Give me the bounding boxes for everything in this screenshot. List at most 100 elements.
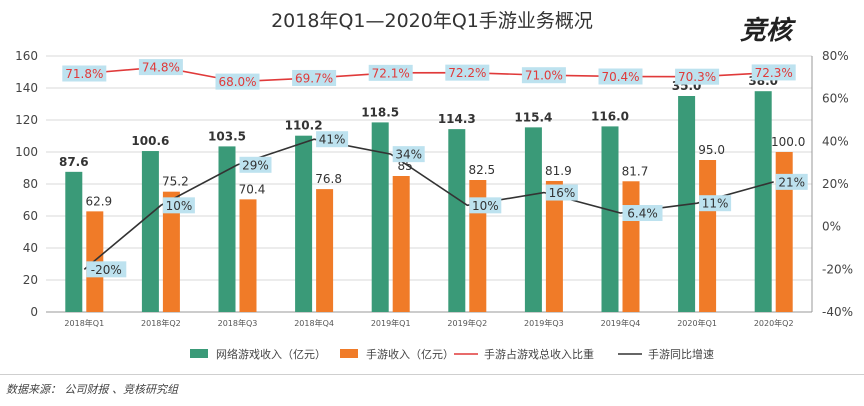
x-tick-label: 2020年Q1 [677,318,717,328]
bar-mobile-revenue [545,180,563,312]
brand-logo: 竞核 [740,16,793,46]
label-mobile-share: 74.8% [142,61,180,75]
y-left-tick-label: 0 [30,305,38,319]
bar-mobile-label: 76.8 [315,172,342,186]
legend-label: 手游占游戏总收入比重 [484,347,594,361]
label-mobile-growth: 10% [166,199,193,213]
bar-online-revenue [295,135,313,312]
line-mobile-share [84,66,774,83]
label-bg-mobile-share [445,64,490,81]
bar-mobile-revenue [699,160,717,312]
label-bg-mobile-growth [699,195,732,212]
label-bg-mobile-growth [775,173,808,190]
label-mobile-growth: 41% [319,133,346,147]
label-mobile-share: 69.7% [295,71,333,85]
label-mobile-growth: 16% [549,186,576,200]
x-tick-label: 2019年Q3 [524,318,564,328]
y-left-tick-label: 100 [15,145,38,159]
bar-mobile-revenue [162,191,180,312]
label-bg-mobile-share [215,73,260,90]
footer-divider [0,374,864,375]
bar-mobile-revenue [622,181,640,312]
label-mobile-share: 70.4% [601,70,639,84]
bar-online-revenue [754,91,772,312]
x-tick-label: 2019年Q2 [447,318,487,328]
bar-online-revenue [601,126,619,313]
bar-online-label: 115.4 [514,110,552,124]
label-mobile-share: 68.0% [218,75,256,89]
label-mobile-growth: 29% [242,158,269,172]
y-left-tick-label: 140 [15,81,38,95]
legend-swatch [190,349,208,358]
bar-online-label: 118.5 [361,105,399,119]
x-tick-label: 2018年Q4 [294,318,334,328]
bar-mobile-label: 82.5 [468,163,495,177]
bar-mobile-revenue [775,152,793,312]
legend-label: 手游收入（亿元） [366,347,454,361]
x-tick-label: 2019年Q4 [601,318,641,328]
bar-online-label: 116.0 [591,109,629,123]
bar-online-label: 100.6 [131,134,169,148]
label-bg-mobile-share [675,68,720,85]
label-bg-mobile-growth [392,146,425,163]
legend-label: 网络游戏收入（亿元） [216,347,326,361]
label-bg-mobile-growth [239,156,272,173]
legend-label: 手游同比增速 [648,347,714,361]
bar-online-revenue [524,127,542,312]
y-left-tick-label: 160 [15,49,38,63]
label-mobile-growth: 21% [778,175,805,189]
bar-online-label: 103.5 [208,129,246,143]
legend-swatch [340,349,358,358]
x-tick-label: 2019年Q1 [371,318,411,328]
y-right-tick-label: -20% [822,262,853,276]
bar-online-label: 114.3 [438,112,476,126]
label-bg-mobile-growth [86,261,127,278]
y-right-tick-label: -40% [822,305,853,319]
bar-mobile-label: 81.9 [545,164,572,178]
label-bg-mobile-share [598,68,643,85]
y-right-tick-label: 80% [822,49,849,63]
label-bg-mobile-share [368,64,413,81]
label-bg-mobile-share [521,67,566,84]
bar-online-revenue [218,146,236,312]
label-mobile-share: 72.2% [448,66,486,80]
bar-mobile-label: 81.7 [622,164,649,178]
y-left-tick-label: 40 [23,241,38,255]
label-bg-mobile-share [751,64,796,81]
label-mobile-share: 72.1% [372,66,410,80]
y-right-tick-label: 60% [822,92,849,106]
y-right-tick-label: 20% [822,177,849,191]
y-left-tick-label: 120 [15,113,38,127]
bar-mobile-label: 85 [398,159,413,173]
bar-online-label: 110.2 [285,119,323,133]
y-left-tick-label: 80 [23,177,38,191]
source-note: 数据来源： 公司财报 、竞核研究组 [6,383,178,396]
bar-mobile-label: 62.9 [85,194,112,208]
label-mobile-growth: 34% [395,148,422,162]
chart-title: 2018年Q1—2020年Q1手游业务概况 [271,10,593,32]
label-bg-mobile-share [138,59,183,76]
bar-mobile-label: 75.2 [162,175,189,189]
x-tick-label: 2018年Q2 [141,318,181,328]
x-tick-label: 2020年Q2 [754,318,794,328]
label-mobile-share: 71.0% [525,69,563,83]
label-mobile-growth: 6.4% [627,207,658,221]
label-mobile-share: 70.3% [678,70,716,84]
chart-svg: 0 20 40 60 80 100 120 140 160 -40% -20% 0% 20% 40% 60%… [15,49,853,361]
label-mobile-growth: -20% [91,263,122,277]
bar-mobile-revenue [239,199,257,312]
bar-online-revenue [371,122,389,313]
x-tick-label: 2018年Q3 [218,318,258,328]
bar-mobile-label: 95.0 [698,143,725,157]
label-bg-mobile-growth [545,184,578,201]
label-bg-mobile-share [62,65,107,82]
bar-mobile-revenue [316,189,334,312]
bar-online-revenue [65,171,83,312]
bar-online-revenue [141,151,159,312]
label-bg-mobile-growth [316,131,349,148]
bar-mobile-label: 100.0 [771,135,805,149]
y-left-tick-label: 20 [23,273,38,287]
label-mobile-growth: 10% [472,199,499,213]
y-left-tick-label: 60 [23,209,38,223]
